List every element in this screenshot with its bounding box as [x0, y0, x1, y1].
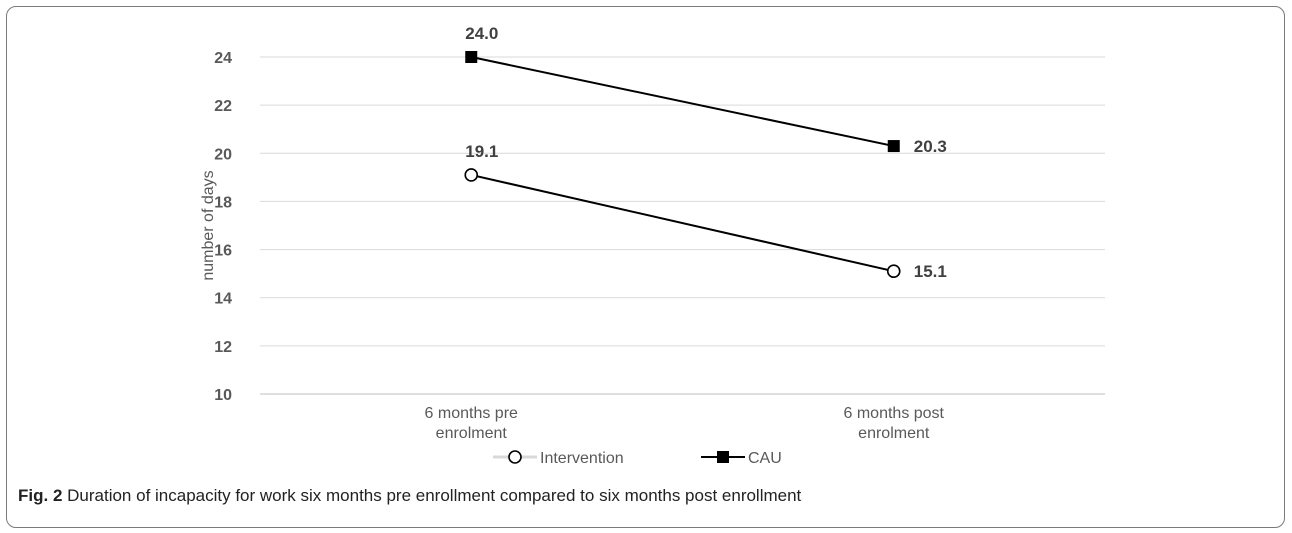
data-label-cau-0: 24.0 [465, 24, 498, 43]
data-label-intervention-0: 19.1 [465, 142, 498, 161]
data-point-cau-0 [465, 51, 478, 63]
data-point-intervention-1 [886, 264, 901, 279]
y-tick-label-22: 22 [214, 98, 232, 115]
x-tick-label-1-1: enrolment [858, 425, 930, 442]
x-tick-label-1-0: 6 months post [844, 405, 945, 422]
figure-caption: Fig. 2 Duration of incapacity for work s… [18, 486, 801, 506]
y-tick-label-10: 10 [214, 387, 232, 404]
line-chart: 10 12 14 16 18 20 22 24 number of days 6 months p… [200, 24, 1105, 467]
y-tick-label-18: 18 [214, 194, 232, 211]
x-tick-label-0-1: enrolment [436, 425, 508, 442]
figure-frame [6, 6, 1285, 528]
figure-caption-label: Fig. 2 [18, 486, 63, 505]
figure-caption-text: Duration of incapacity for work six mont… [62, 486, 802, 505]
y-axis-title: number of days [200, 170, 217, 280]
legend-label-intervention: Intervention [540, 450, 624, 467]
data-label-intervention-1: 15.1 [914, 262, 947, 281]
legend-label-cau: CAU [748, 450, 782, 467]
y-tick-label-12: 12 [214, 339, 232, 356]
y-tick-label-20: 20 [214, 146, 232, 163]
series-line-cau [471, 56, 894, 148]
y-tick-label-24: 24 [214, 50, 232, 67]
data-point-intervention-0 [464, 168, 479, 182]
x-tick-label-0-0: 6 months pre [425, 405, 518, 422]
legend-marker-cau [717, 451, 729, 463]
data-point-cau-1 [887, 140, 900, 153]
data-label-cau-1: 20.3 [914, 137, 947, 156]
series-line-intervention [471, 173, 894, 273]
y-tick-label-14: 14 [214, 291, 232, 308]
y-tick-label-16: 16 [214, 243, 232, 260]
legend-marker-intervention [508, 450, 522, 464]
